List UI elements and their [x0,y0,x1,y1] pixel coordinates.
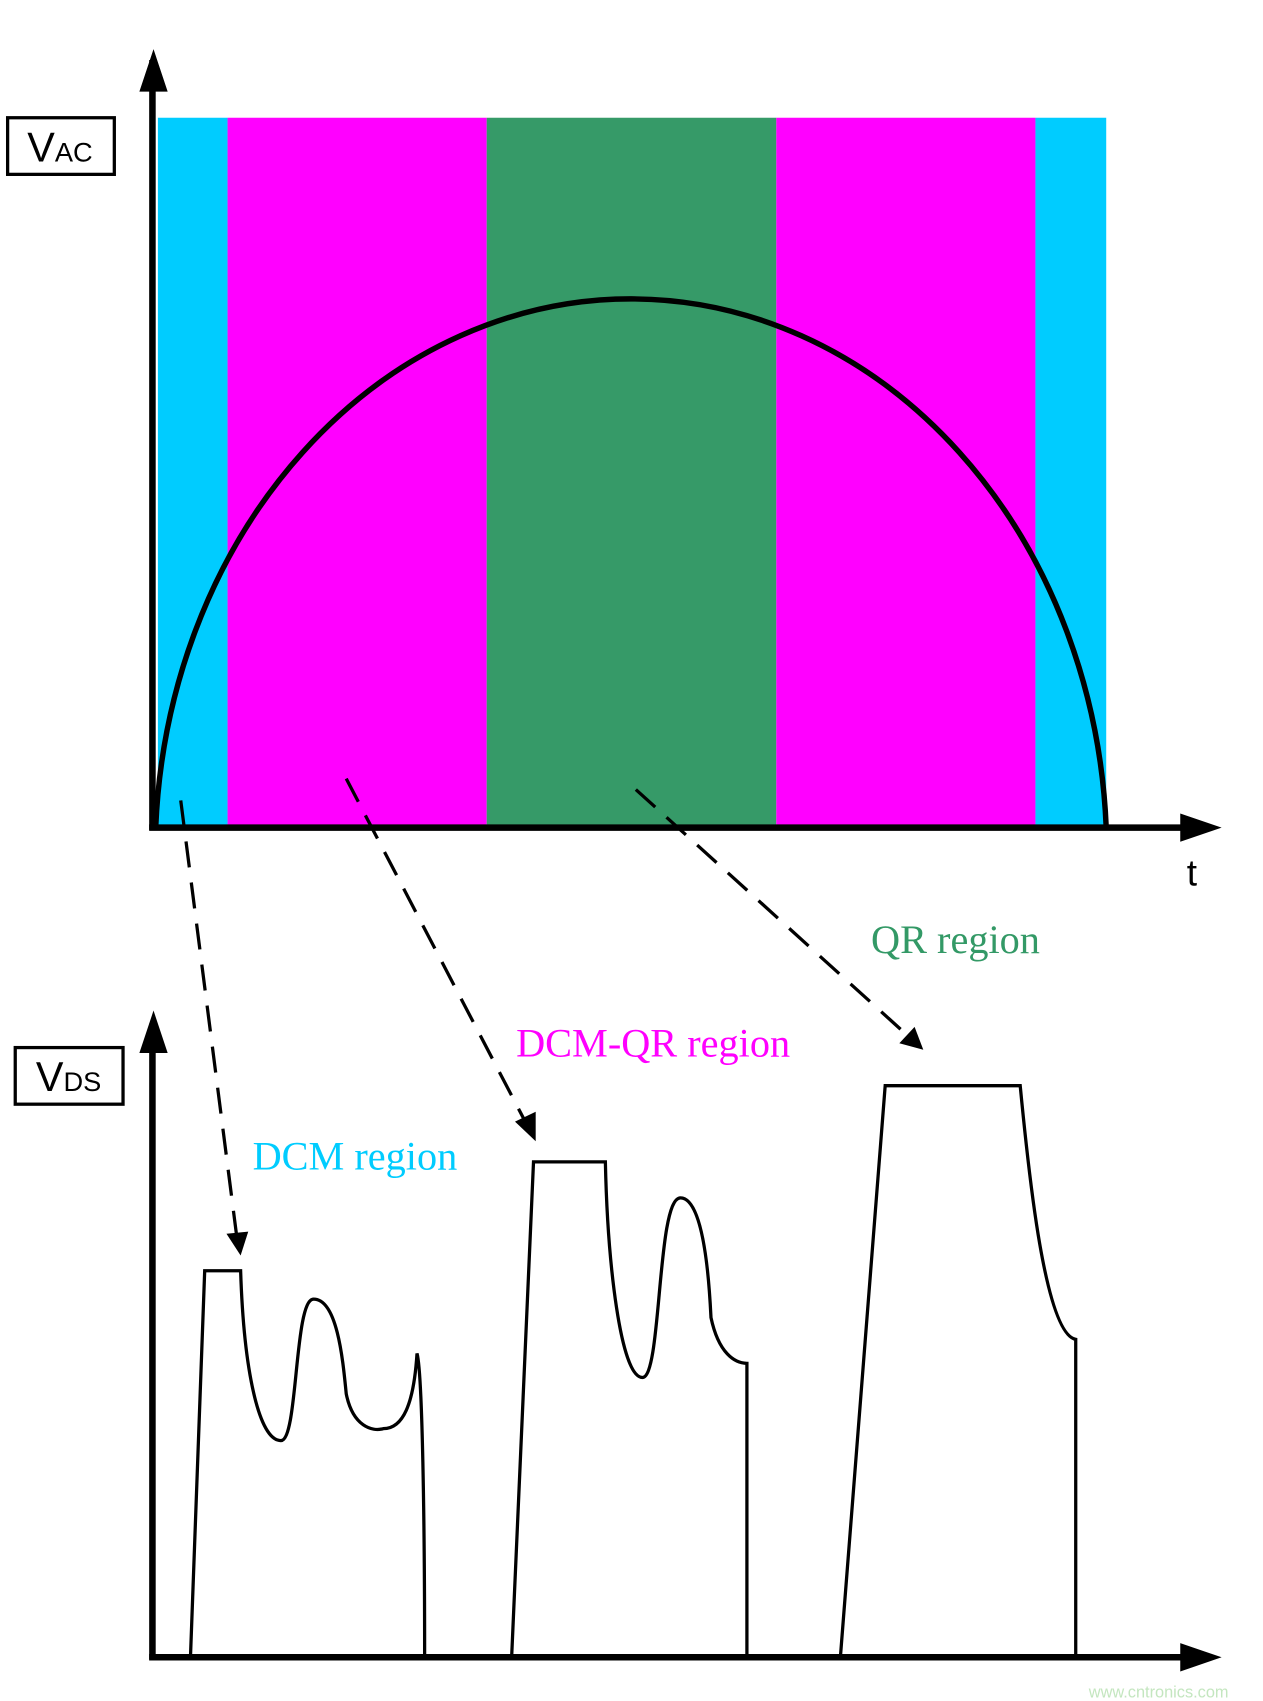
band-dcmqr-left [227,117,487,826]
dcmqr-region-label: DCM-QR region [516,1020,790,1065]
vds-label-box [13,1045,125,1106]
dcmqr-arrow [344,777,530,1128]
dcmqr-waveform [510,1160,749,1656]
dcm-arrowhead-icon [226,1231,249,1256]
dcm-waveform [188,1269,427,1656]
qr-waveform [838,1084,1078,1656]
qr-arrowhead-icon [899,1026,924,1050]
dcm-arrow [179,800,239,1242]
top-y-arrow-icon [139,49,168,92]
band-qr [486,117,777,826]
x-axis-label-t: t [1187,851,1198,893]
dcmqr-arrowhead-icon [514,1111,536,1142]
bottom-x-arrow-icon [1180,1643,1222,1672]
watermark: www.cntronics.com [1088,1684,1229,1701]
vac-half-sine [152,296,1109,828]
qr-arrow [634,788,914,1042]
band-dcm-right [1035,117,1107,826]
bottom-y-arrow-icon [139,1010,168,1054]
band-dcmqr-right [776,117,1036,826]
vac-label-box [5,116,116,176]
region-bands [157,117,1107,826]
dcm-region-label: DCM region [253,1134,458,1179]
qr-region-label: QR region [871,917,1040,962]
vac-label: VAC [27,124,92,170]
top-x-arrow-icon [1180,813,1222,842]
vds-label: VDS [36,1054,101,1100]
